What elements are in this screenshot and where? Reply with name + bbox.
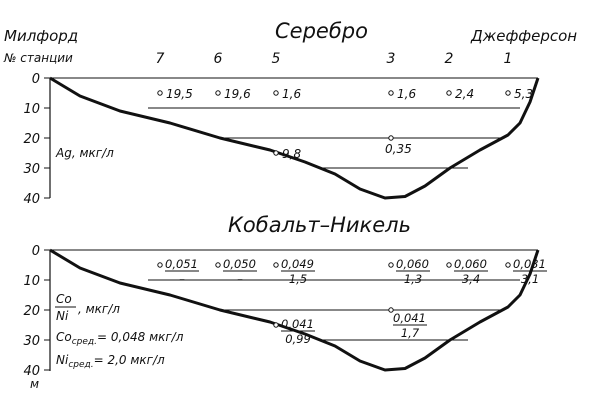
co-ni-ratio-label: Co Ni , мкг/л (55, 292, 120, 323)
silver-sample-value: 1,6 (282, 87, 301, 101)
silver-depth-lines (148, 107, 520, 169)
sample-point (157, 262, 163, 268)
ni-value: 1,3 (404, 272, 422, 286)
silver-seafloor-profile (49, 76, 540, 200)
depth-tick-label: 10 (23, 274, 40, 289)
silver-sample-value: 5,3 (514, 87, 533, 101)
co-value: 0,051 (165, 257, 198, 271)
silver-sample-value: 19,5 (166, 87, 193, 101)
sample-point (388, 135, 394, 141)
co-ni-sample-fraction: 0,050– (223, 257, 257, 286)
sample-point (157, 90, 163, 96)
silver-sample-value: 1,6 (397, 87, 416, 101)
svg-text:Co: Co (56, 292, 72, 306)
co-value: 0,060 (454, 257, 487, 271)
silver-unit-label: Ag, мкг/л (55, 146, 114, 160)
ni-value: 3,4 (462, 272, 480, 286)
sample-point (273, 90, 279, 96)
depth-tick-label: 30 (23, 334, 40, 349)
left-place-label: Милфорд (4, 27, 78, 45)
sample-point (273, 262, 279, 268)
sample-point (505, 90, 511, 96)
silver-sample-value: 19,6 (224, 87, 251, 101)
silver-sample-value: 0,35 (385, 142, 412, 156)
sample-point (273, 150, 279, 156)
silver-sample-value: 2,4 (455, 87, 474, 101)
silver-title: Серебро (275, 19, 368, 43)
depth-tick-label: 20 (23, 304, 40, 319)
sample-point (388, 90, 394, 96)
depth-tick-label: 20 (23, 132, 40, 147)
sample-point (388, 307, 394, 313)
silver-panel: 0 10 20 30 40 19,5 19,6 1,6 1,6 2,4 5,3 9,8 0,35 Ag… (23, 72, 540, 207)
cobalt-nickel-sample-values: 0,051–0,050–0,0491,50,0601,30,0603,40,03… (157, 257, 547, 346)
station-label-3: 3 (387, 51, 396, 67)
co-value: 0,041 (281, 317, 314, 331)
station-number-row: 7 6 5 3 2 1 (156, 51, 513, 67)
sample-point (505, 262, 511, 268)
ni-value: – (179, 272, 185, 286)
ni-value: 0,99 (285, 332, 311, 346)
depth-tick-label: 0 (32, 72, 40, 87)
depth-tick-label: 0 (32, 244, 40, 259)
co-value: 0,060 (396, 257, 429, 271)
cobalt-nickel-seafloor-profile (49, 248, 540, 372)
ni-value: 1,7 (401, 326, 420, 340)
svg-text:Ni: Ni (56, 309, 69, 323)
ni-value: 1,5 (289, 272, 307, 286)
station-label-1: 1 (504, 51, 513, 67)
sample-point (446, 262, 452, 268)
ni-value: – (237, 272, 243, 286)
cobalt-nickel-depth-ticks: 0 10 20 30 40 (23, 244, 50, 379)
silver-depth-ticks: 0 10 20 30 40 (23, 72, 50, 207)
station-label-7: 7 (156, 51, 165, 67)
co-value: 0,031 (513, 257, 546, 271)
svg-text:Niсред.= 2,0 мкг/л: Niсред.= 2,0 мкг/л (56, 353, 165, 370)
sample-point (446, 90, 452, 96)
sample-point (215, 90, 221, 96)
ni-average-label: Niсред.= 2,0 мкг/л (56, 353, 165, 370)
sample-point (388, 262, 394, 268)
svg-text:Coсред.= 0,048 мкг/л: Coсред.= 0,048 мкг/л (56, 330, 184, 347)
depth-tick-label: 40 (23, 192, 40, 207)
ni-value: 3,1 (521, 272, 539, 286)
depth-tick-label: 30 (23, 162, 40, 177)
co-value: 0,041 (393, 311, 426, 325)
depth-tick-label: 40 (23, 364, 40, 379)
svg-text:, мкг/л: , мкг/л (78, 302, 120, 316)
station-label-5: 5 (272, 51, 281, 67)
station-label-6: 6 (214, 51, 223, 67)
right-place-label: Джефферсон (470, 27, 577, 45)
sample-point (215, 262, 221, 268)
sample-point (273, 322, 279, 328)
cobalt-nickel-title: Кобальт–Никель (228, 213, 411, 237)
station-label-2: 2 (445, 51, 454, 67)
cobalt-nickel-depth-lines (148, 279, 520, 341)
silver-sample-values: 19,5 19,6 1,6 1,6 2,4 5,3 9,8 0,35 (157, 87, 533, 161)
co-ni-sample-fraction: 0,051– (165, 257, 199, 286)
depth-tick-label: 10 (23, 102, 40, 117)
co-value: 0,050 (223, 257, 256, 271)
svg-text:Ag, мкг/л: Ag, мкг/л (55, 146, 114, 160)
station-header: № станции (3, 51, 73, 65)
co-value: 0,049 (281, 257, 314, 271)
co-average-label: Coсред.= 0,048 мкг/л (56, 330, 184, 347)
silver-sample-value: 9,8 (282, 147, 301, 161)
depth-unit-label: м (30, 377, 39, 391)
